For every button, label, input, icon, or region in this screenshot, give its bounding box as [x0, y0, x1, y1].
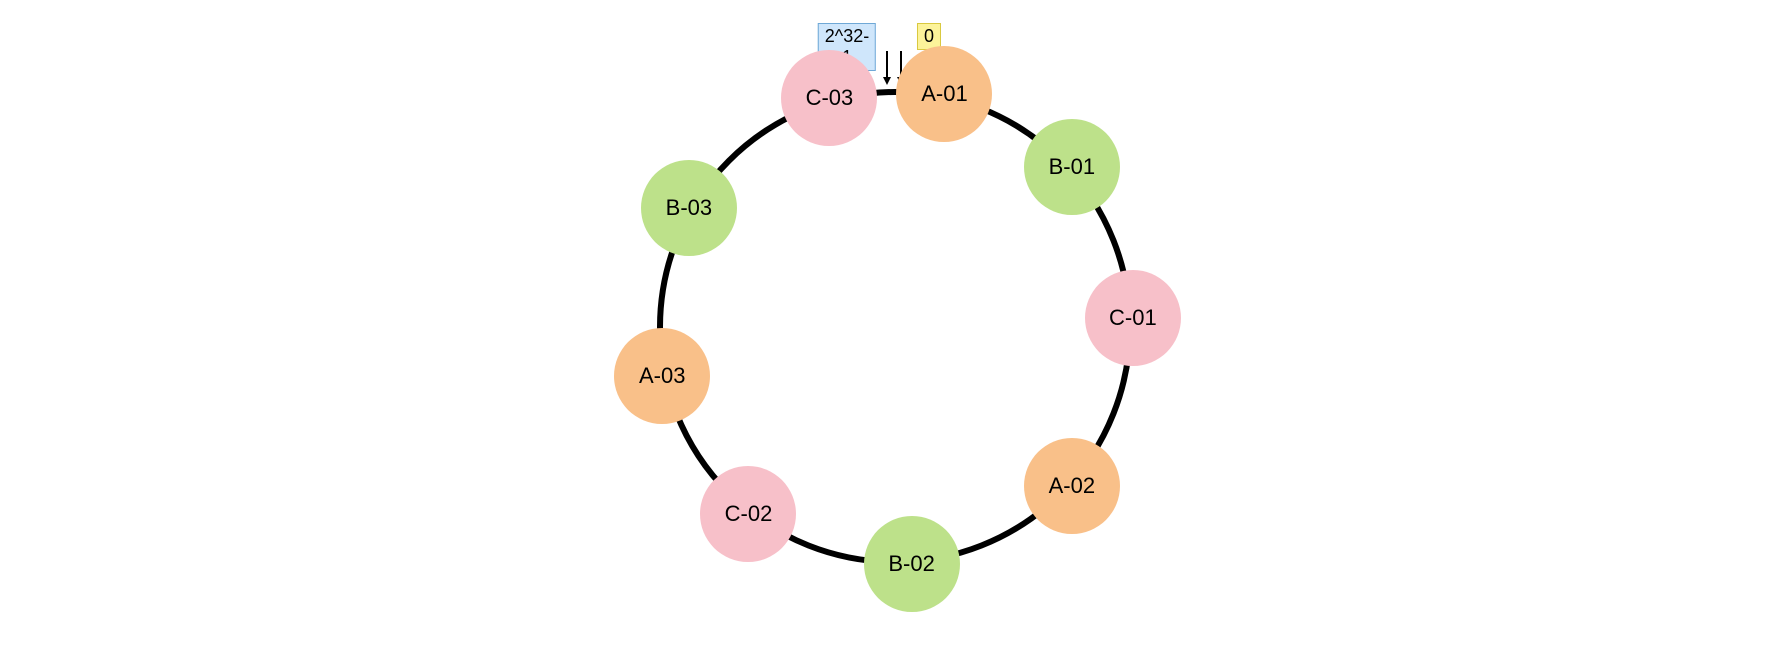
node-label: B-02 — [888, 551, 934, 577]
node-a-02: A-02 — [1024, 438, 1120, 534]
node-label: B-03 — [666, 195, 712, 221]
node-a-01: A-01 — [896, 46, 992, 142]
node-label: C-02 — [725, 501, 773, 527]
node-c-03: C-03 — [781, 50, 877, 146]
node-label: A-02 — [1049, 473, 1095, 499]
node-b-01: B-01 — [1024, 119, 1120, 215]
node-label: C-03 — [806, 85, 854, 111]
node-label: A-03 — [639, 363, 685, 389]
node-a-03: A-03 — [614, 328, 710, 424]
node-b-02: B-02 — [864, 516, 960, 612]
node-c-01: C-01 — [1085, 270, 1181, 366]
node-label: B-01 — [1049, 154, 1095, 180]
node-b-03: B-03 — [641, 160, 737, 256]
label-zero-text: 0 — [924, 26, 934, 46]
arrow-left-head — [883, 77, 891, 85]
node-label: C-01 — [1109, 305, 1157, 331]
node-label: A-01 — [921, 81, 967, 107]
node-c-02: C-02 — [700, 466, 796, 562]
arrow-left-line — [886, 51, 888, 77]
